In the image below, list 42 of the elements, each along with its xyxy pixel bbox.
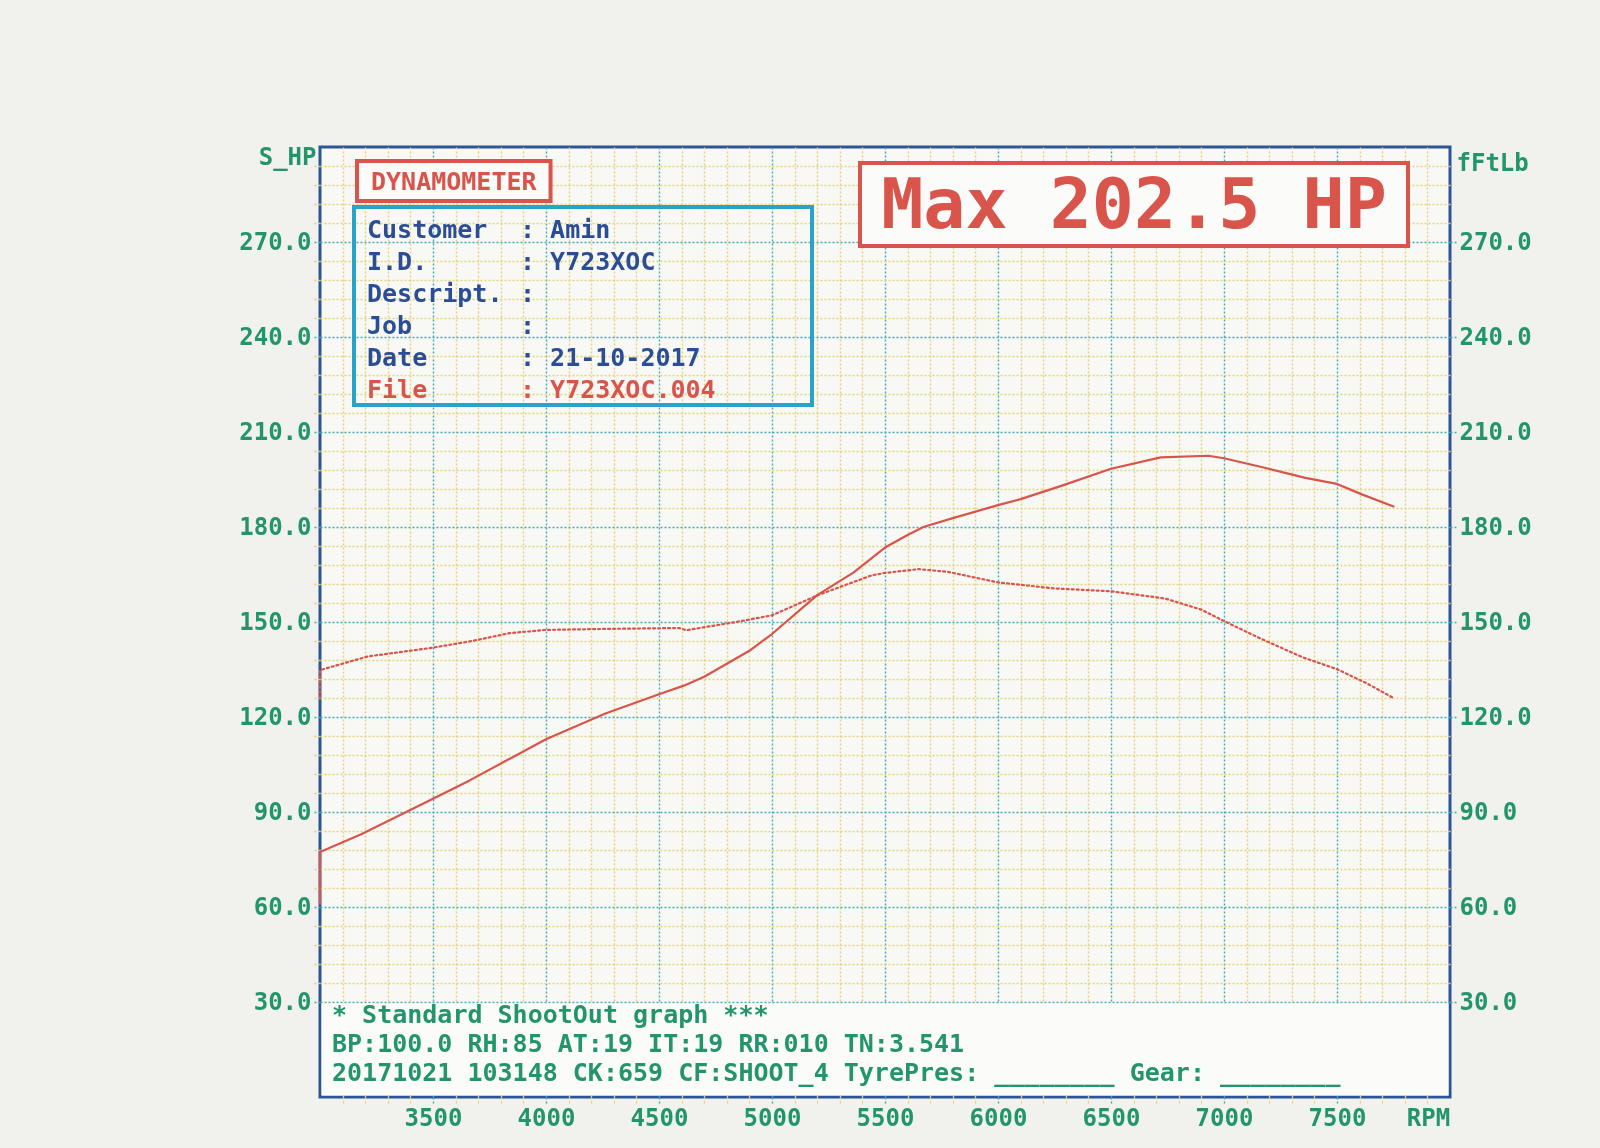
x-tick-label: 6500 [1082, 1103, 1141, 1132]
text: File : Y723XOC.004 [367, 375, 716, 404]
y2-tick-label: 240.0 [1459, 322, 1532, 351]
x-tick-label: 5500 [856, 1103, 915, 1132]
annotation: 20171021 103148 CK:659 CF:SHOOT_4 TyrePres: ________ Gear: ________ [332, 1058, 1342, 1087]
y-tick-label: 90.0 [253, 797, 312, 826]
y-axis-title: S_HP [258, 142, 317, 171]
annotation: BP:100.0 RH:85 AT:19 IT:19 RR:010 TN:3.541 [332, 1029, 965, 1058]
text: Job : [367, 311, 536, 340]
y2-tick-label: 210.0 [1459, 417, 1532, 446]
x-tick-label: 7500 [1308, 1103, 1367, 1132]
y-tick-label: 240.0 [239, 322, 312, 351]
annotation: Max 202.5 HP [881, 163, 1387, 245]
text: I.D. : Y723XOC [367, 247, 656, 276]
x-tick-label: 4500 [630, 1103, 689, 1132]
y2-tick-label: 150.0 [1459, 607, 1532, 636]
y2-tick-label: 90.0 [1459, 797, 1518, 826]
text: Date : 21-10-2017 [367, 343, 701, 372]
y2-tick-label: 180.0 [1459, 512, 1532, 541]
annotation: * Standard ShootOut graph *** [332, 1000, 769, 1029]
y-tick-label: 120.0 [239, 702, 312, 731]
y-tick-label: 180.0 [239, 512, 312, 541]
x-tick-label: 4000 [517, 1103, 576, 1132]
y2-axis-title: fFtLb [1456, 148, 1529, 177]
y2-tick-label: 120.0 [1459, 702, 1532, 731]
y-tick-label: 210.0 [239, 417, 312, 446]
text: Customer : Amin [367, 215, 611, 244]
y-tick-label: 30.0 [253, 987, 312, 1016]
y-tick-label: 150.0 [239, 607, 312, 636]
x-tick-label: 6000 [969, 1103, 1028, 1132]
annotation: DYNAMOMETER [371, 167, 538, 196]
y2-tick-label: 270.0 [1459, 227, 1532, 256]
annotation: Descript. : [367, 279, 536, 308]
y2-tick-label: 30.0 [1459, 987, 1518, 1016]
y-tick-label: 60.0 [253, 892, 312, 921]
y-tick-label: 270.0 [239, 227, 312, 256]
line-series [318, 454, 1395, 905]
y2-tick-label: 60.0 [1459, 892, 1518, 921]
x-axis-title: RPM [1406, 1103, 1451, 1132]
x-tick-label: 5000 [743, 1103, 802, 1132]
x-tick-label: 7000 [1195, 1103, 1254, 1132]
x-tick-label: 3500 [404, 1103, 463, 1132]
